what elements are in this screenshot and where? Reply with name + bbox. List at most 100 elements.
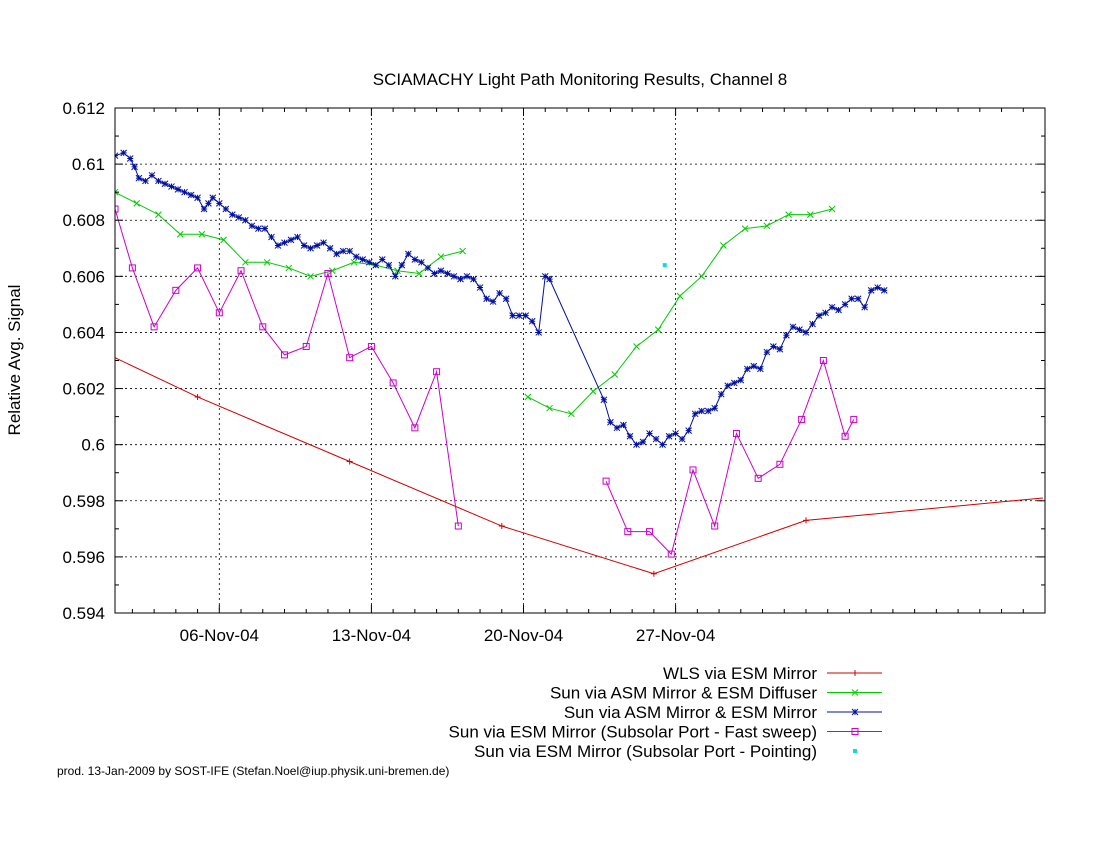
series-5 (662, 263, 667, 268)
y-tick-label: 0.612 (62, 99, 105, 118)
series-marker (652, 435, 660, 443)
series-marker (698, 407, 706, 415)
series-marker (300, 242, 308, 249)
series-marker (120, 149, 128, 157)
series-marker (411, 256, 419, 263)
series-marker (850, 415, 858, 423)
series-marker (433, 368, 441, 376)
series-marker (161, 180, 169, 188)
series-marker (367, 342, 375, 350)
series-marker (454, 522, 462, 530)
series-marker (302, 342, 310, 350)
series-marker (717, 390, 725, 398)
series-marker (280, 351, 288, 359)
series-marker (389, 379, 397, 387)
series-marker (754, 474, 762, 482)
series-marker (880, 287, 888, 294)
series-marker (704, 407, 712, 415)
series-marker (789, 323, 797, 331)
series-marker (567, 410, 575, 418)
series-marker (724, 382, 732, 390)
series-marker (741, 225, 749, 232)
series-marker (142, 177, 149, 185)
series-marker (352, 253, 360, 261)
legend-label: Sun via ESM Mirror (Subsolar Port - Fast… (449, 723, 817, 742)
series-marker (115, 188, 119, 196)
x-tick-label: 13-Nov-04 (332, 626, 411, 645)
series-marker (607, 418, 614, 426)
series-marker (678, 435, 686, 443)
series-marker (815, 312, 823, 319)
series-marker (255, 225, 262, 232)
series-marker (750, 362, 758, 370)
series-marker (602, 477, 610, 485)
series-marker (685, 427, 692, 434)
series-marker (339, 247, 347, 255)
series-marker (324, 270, 332, 278)
y-tick-label: 0.6 (81, 436, 105, 455)
chart-title: SCIAMACHY Light Path Monitoring Results,… (373, 70, 788, 89)
series-marker (509, 312, 516, 319)
series-layer (115, 149, 1043, 577)
series-marker (672, 430, 679, 437)
series-marker (281, 239, 288, 247)
series-marker (209, 194, 217, 202)
legend-label: WLS via ESM Mirror (663, 664, 817, 683)
series-marker (235, 214, 243, 221)
series-marker (346, 458, 353, 465)
series-marker (431, 270, 438, 277)
series-line (115, 191, 463, 277)
series-marker (187, 191, 195, 199)
axes: 0.594 0.596 0.598 0.6 0.602 0.604 0.606 0.608 0.… (62, 99, 1046, 645)
series-marker (463, 272, 471, 280)
series-marker (763, 222, 771, 230)
series-marker (498, 523, 505, 530)
series-marker (155, 211, 162, 218)
series-marker (263, 258, 271, 266)
series-marker (828, 205, 836, 213)
series-marker (444, 270, 451, 277)
series-line (605, 358, 855, 556)
series-marker (698, 272, 706, 280)
series-marker (756, 365, 764, 373)
series-marker (802, 517, 809, 524)
series-marker (378, 256, 386, 263)
series-marker (148, 171, 156, 179)
series-marker (867, 287, 875, 294)
series-marker (633, 343, 640, 350)
y-tick-label: 0.61 (72, 155, 105, 174)
series-marker (333, 250, 340, 258)
series-marker (259, 323, 267, 331)
series-marker (515, 312, 523, 319)
y-tick-label: 0.608 (62, 211, 105, 230)
series-marker (228, 211, 236, 218)
series-marker (646, 528, 654, 536)
x-tick-label: 20-Nov-04 (484, 626, 563, 645)
series-marker (476, 284, 484, 291)
series-marker (215, 200, 223, 207)
series-marker (776, 460, 784, 468)
series-marker (851, 728, 859, 735)
series-marker (220, 236, 227, 244)
series-marker (261, 225, 269, 232)
x-tick-label: 27-Nov-04 (636, 626, 715, 645)
series-marker (806, 211, 814, 218)
series-marker (404, 250, 412, 258)
series-marker (274, 242, 282, 249)
series-marker (528, 317, 536, 325)
series-marker (796, 326, 803, 333)
series-line (527, 208, 833, 415)
series-marker (483, 295, 490, 303)
series-marker (589, 388, 597, 395)
series-marker (524, 393, 532, 401)
series-marker (546, 404, 553, 412)
series-marker (372, 261, 380, 269)
grid-lines (115, 108, 1045, 613)
series-marker (181, 188, 188, 196)
series-marker (611, 371, 619, 378)
series-marker (676, 292, 684, 300)
series-marker (819, 357, 827, 364)
series-marker (150, 323, 158, 331)
